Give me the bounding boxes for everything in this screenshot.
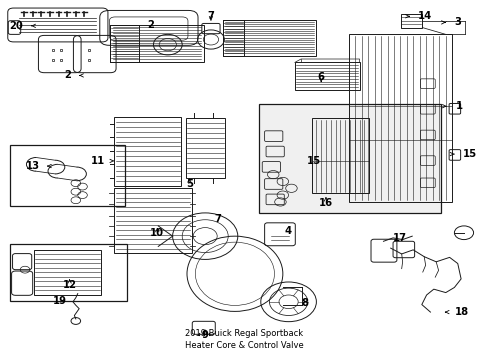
Bar	[223, 20, 316, 55]
Bar	[114, 188, 191, 253]
Bar	[110, 25, 203, 62]
Bar	[10, 144, 124, 206]
Text: 12: 12	[62, 280, 77, 290]
Text: 16: 16	[318, 198, 332, 208]
Text: 10: 10	[150, 229, 164, 238]
Bar	[400, 14, 422, 28]
Text: 15: 15	[306, 156, 321, 166]
Text: 15: 15	[462, 149, 476, 159]
Text: 11: 11	[91, 156, 105, 166]
Text: 7: 7	[207, 10, 214, 21]
Text: 1: 1	[454, 101, 462, 111]
Text: 5: 5	[185, 179, 192, 189]
Text: 2: 2	[147, 20, 154, 30]
Bar	[34, 250, 101, 295]
Text: 14: 14	[417, 11, 431, 21]
Text: 9: 9	[202, 330, 208, 340]
Text: 13: 13	[25, 161, 40, 171]
Bar	[294, 62, 359, 90]
Bar	[185, 118, 225, 178]
Text: 3: 3	[453, 17, 460, 27]
Bar	[114, 117, 181, 185]
Text: 4: 4	[284, 226, 291, 236]
Text: 8: 8	[301, 298, 307, 308]
Text: 7: 7	[214, 214, 221, 224]
Bar	[110, 25, 139, 62]
Text: 20: 20	[9, 21, 23, 31]
Bar	[348, 35, 451, 202]
Text: 17: 17	[392, 233, 406, 243]
Bar	[223, 20, 244, 55]
Text: 18: 18	[453, 307, 468, 317]
Text: 19: 19	[53, 296, 67, 306]
Bar	[258, 104, 440, 213]
Text: 2: 2	[64, 71, 71, 80]
Text: 6: 6	[317, 72, 324, 82]
Text: 2019 Buick Regal Sportback
Heater Core & Control Valve: 2019 Buick Regal Sportback Heater Core &…	[185, 329, 303, 350]
Bar	[10, 244, 127, 301]
Bar	[311, 118, 368, 193]
Bar	[258, 104, 440, 213]
